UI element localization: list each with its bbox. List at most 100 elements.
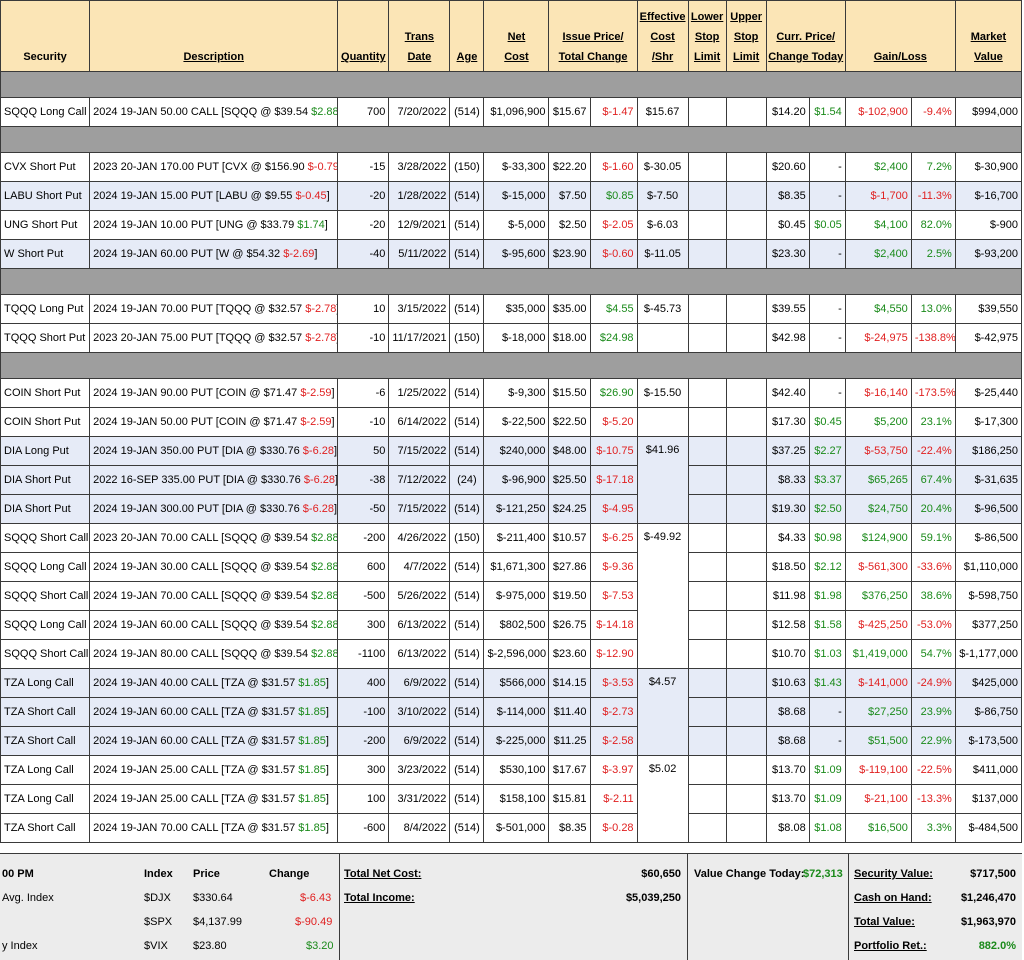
table-row[interactable]: W Short Put 2024 19-JAN 60.00 PUT [W @ $5… — [0, 239, 1023, 269]
upper-stop-cell[interactable] — [725, 181, 767, 211]
description-cell: 2024 19-JAN 25.00 CALL [TZA @ $31.57 $1.… — [89, 784, 339, 814]
table-row[interactable]: TQQQ Short Put 2023 20-JAN 75.00 PUT [TQQ… — [0, 323, 1023, 353]
lower-stop-cell[interactable] — [687, 697, 727, 727]
table-row[interactable]: TZA Long Call 2024 19-JAN 25.00 CALL [TZA… — [0, 784, 1023, 814]
lower-stop-cell[interactable] — [687, 378, 727, 408]
upper-stop-cell[interactable] — [725, 239, 767, 269]
col-lower-stop[interactable]: Lower Stop Limit — [687, 0, 727, 72]
lower-stop-cell[interactable] — [687, 523, 727, 553]
col-quantity[interactable]: Quantity — [337, 0, 390, 72]
table-row[interactable]: UNG Short Put 2024 19-JAN 10.00 PUT [UNG … — [0, 210, 1023, 240]
value-change-box: Value Change Today: $72,313 — [687, 854, 848, 960]
table-row[interactable]: TZA Short Call 2024 19-JAN 60.00 CALL [TZ… — [0, 697, 1023, 727]
lower-stop-cell[interactable] — [687, 152, 727, 182]
trans-date-cell: 12/9/2021 — [388, 210, 451, 240]
col-trans-date[interactable]: Trans Date — [388, 0, 451, 72]
lower-stop-cell[interactable] — [687, 465, 727, 495]
lower-stop-cell[interactable] — [687, 294, 727, 324]
upper-stop-cell[interactable] — [725, 755, 767, 785]
table-row[interactable]: TZA Short Call 2024 19-JAN 70.00 CALL [TZ… — [0, 813, 1023, 843]
lower-stop-cell[interactable] — [687, 813, 727, 843]
upper-stop-cell[interactable] — [725, 152, 767, 182]
table-row[interactable]: SQQQ Short Call 2024 19-JAN 80.00 CALL [S… — [0, 639, 1023, 669]
col-description[interactable]: Description — [89, 0, 339, 72]
gain-loss-cell: $-102,900 — [844, 97, 912, 127]
col-net-cost[interactable]: Net Cost — [483, 0, 550, 72]
table-row[interactable]: TZA Long Call 2024 19-JAN 25.00 CALL [TZA… — [0, 755, 1023, 843]
gain-loss-pct-cell: -13.3% — [910, 784, 956, 814]
col-market-value[interactable]: Market Value — [954, 0, 1023, 72]
col-upper-stop[interactable]: Upper Stop Limit — [725, 0, 767, 72]
upper-stop-cell[interactable] — [725, 465, 767, 495]
table-row[interactable]: SQQQ Long Call 2024 19-JAN 60.00 CALL [SQ… — [0, 610, 1023, 640]
upper-stop-cell[interactable] — [725, 523, 767, 553]
upper-stop-cell[interactable] — [725, 639, 767, 669]
table-row[interactable]: LABU Short Put 2024 19-JAN 15.00 PUT [LAB… — [0, 181, 1023, 211]
security-cell: LABU Short Put — [0, 181, 91, 211]
table-row[interactable]: TQQQ Long Put 2024 19-JAN 70.00 PUT [TQQQ… — [0, 294, 1023, 324]
description-text: 2024 19-JAN 90.00 PUT [COIN @ $71.47 — [93, 387, 301, 399]
upper-stop-cell[interactable] — [725, 813, 767, 843]
upper-stop-cell[interactable] — [725, 378, 767, 408]
lower-stop-cell[interactable] — [687, 407, 727, 437]
lower-stop-cell[interactable] — [687, 323, 727, 353]
effective-cost-cell: $-11.05 — [636, 239, 689, 269]
quantity-cell: 50 — [337, 436, 390, 466]
change-today-cell: - — [808, 152, 846, 182]
gain-loss-pct-cell: -9.4% — [910, 97, 956, 127]
table-row[interactable]: DIA Short Put 2022 16-SEP 335.00 PUT [DIA… — [0, 465, 1023, 495]
effective-cost-cell — [636, 407, 689, 437]
table-row[interactable]: TZA Long Call 2024 19-JAN 40.00 CALL [TZA… — [0, 668, 1023, 756]
upper-stop-cell[interactable] — [725, 697, 767, 727]
lower-stop-cell[interactable] — [687, 494, 727, 524]
issue-price-cell: $25.50 — [548, 465, 591, 495]
quantity-cell: -20 — [337, 210, 390, 240]
gain-loss-pct-cell: -53.0% — [910, 610, 956, 640]
table-row[interactable]: SQQQ Short Call 2024 19-JAN 70.00 CALL [S… — [0, 581, 1023, 611]
lower-stop-cell[interactable] — [687, 610, 727, 640]
gain-loss-cell: $124,900 — [844, 523, 912, 553]
col-effective-cost[interactable]: Effective Cost/Shr — [636, 0, 689, 72]
col-curr-price[interactable]: Curr. Price/Change Today — [765, 0, 846, 72]
lower-stop-cell[interactable] — [687, 581, 727, 611]
lower-stop-cell[interactable] — [687, 726, 727, 756]
col-age[interactable]: Age — [449, 0, 485, 72]
upper-stop-cell[interactable] — [725, 294, 767, 324]
table-row[interactable]: SQQQ Short Call 2023 20-JAN 70.00 CALL [S… — [0, 523, 1023, 669]
upper-stop-cell[interactable] — [725, 436, 767, 466]
lower-stop-cell[interactable] — [687, 639, 727, 669]
lower-stop-cell[interactable] — [687, 97, 727, 127]
col-issue-price[interactable]: Issue Price/Total Change — [548, 0, 638, 72]
table-row[interactable]: COIN Short Put 2024 19-JAN 90.00 PUT [COI… — [0, 378, 1023, 408]
table-row[interactable]: COIN Short Put 2024 19-JAN 50.00 PUT [COI… — [0, 407, 1023, 437]
col-gain-loss[interactable]: Gain/Loss — [844, 0, 956, 72]
description-text: 2024 19-JAN 70.00 CALL [TZA @ $31.57 — [93, 822, 299, 834]
lower-stop-cell[interactable] — [687, 784, 727, 814]
upper-stop-cell[interactable] — [725, 552, 767, 582]
lower-stop-cell[interactable] — [687, 552, 727, 582]
upper-stop-cell[interactable] — [725, 726, 767, 756]
upper-stop-cell[interactable] — [725, 581, 767, 611]
upper-stop-cell[interactable] — [725, 494, 767, 524]
upper-stop-cell[interactable] — [725, 407, 767, 437]
upper-stop-cell[interactable] — [725, 323, 767, 353]
lower-stop-cell[interactable] — [687, 181, 727, 211]
table-row[interactable]: TZA Short Call 2024 19-JAN 60.00 CALL [TZ… — [0, 726, 1023, 756]
table-row[interactable]: SQQQ Long Call 2024 19-JAN 30.00 CALL [SQ… — [0, 552, 1023, 582]
lower-stop-cell[interactable] — [687, 239, 727, 269]
description-cell: 2024 19-JAN 80.00 CALL [SQQQ @ $39.54 $2… — [89, 639, 339, 669]
upper-stop-cell[interactable] — [725, 784, 767, 814]
table-row[interactable]: SQQQ Long Call 2024 19-JAN 50.00 CALL [SQ… — [0, 97, 1023, 127]
lower-stop-cell[interactable] — [687, 668, 727, 698]
lower-stop-cell[interactable] — [687, 436, 727, 466]
lower-stop-cell[interactable] — [687, 755, 727, 785]
col-security[interactable]: Security — [0, 0, 91, 72]
upper-stop-cell[interactable] — [725, 668, 767, 698]
table-row[interactable]: DIA Short Put 2024 19-JAN 300.00 PUT [DIA… — [0, 494, 1023, 524]
lower-stop-cell[interactable] — [687, 210, 727, 240]
upper-stop-cell[interactable] — [725, 610, 767, 640]
table-row[interactable]: DIA Long Put 2024 19-JAN 350.00 PUT [DIA … — [0, 436, 1023, 524]
table-row[interactable]: CVX Short Put 2023 20-JAN 170.00 PUT [CVX… — [0, 152, 1023, 182]
upper-stop-cell[interactable] — [725, 210, 767, 240]
upper-stop-cell[interactable] — [725, 97, 767, 127]
